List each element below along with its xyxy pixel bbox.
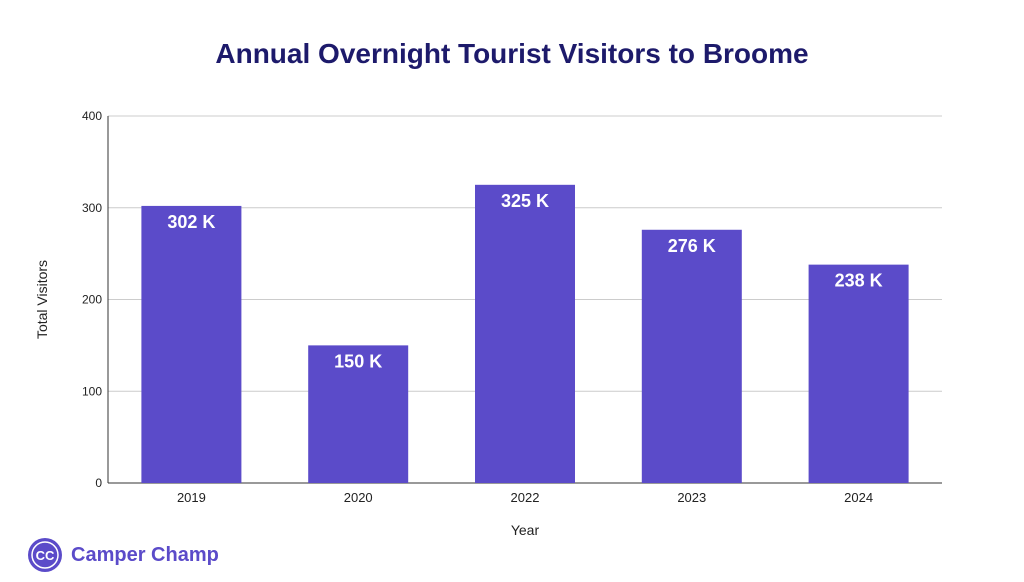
bar-2022 xyxy=(475,184,575,483)
chart-title: Annual Overnight Tourist Visitors to Bro… xyxy=(215,38,809,69)
data-label: 325 K xyxy=(501,191,549,211)
y-tick-label: 400 xyxy=(82,109,102,123)
logo-monogram: CC xyxy=(36,548,55,563)
x-tick-label: 2024 xyxy=(844,490,873,505)
x-tick-label: 2023 xyxy=(677,490,706,505)
bar-2023 xyxy=(641,229,742,483)
y-tick-label: 300 xyxy=(82,201,102,215)
data-label: 238 K xyxy=(835,271,883,291)
brand-name: Camper Champ xyxy=(71,543,219,566)
x-axis-title: Year xyxy=(511,522,540,538)
bar-2024 xyxy=(808,264,909,483)
x-tick-label: 2022 xyxy=(511,490,540,505)
bar-2020 xyxy=(308,345,409,483)
y-axis-title: Total Visitors xyxy=(34,260,50,339)
brand-footer: CC Camper Champ xyxy=(27,537,219,573)
y-tick-label: 200 xyxy=(82,293,102,307)
y-tick-label: 100 xyxy=(82,384,102,398)
bar-2019 xyxy=(141,205,242,484)
data-label: 302 K xyxy=(167,212,215,232)
data-label: 276 K xyxy=(668,236,716,256)
data-label: 150 K xyxy=(334,351,382,371)
camper-champ-logo: CC xyxy=(28,538,62,572)
x-tick-label: 2019 xyxy=(177,490,206,505)
y-tick-label: 0 xyxy=(95,476,102,490)
x-tick-label: 2020 xyxy=(344,490,373,505)
